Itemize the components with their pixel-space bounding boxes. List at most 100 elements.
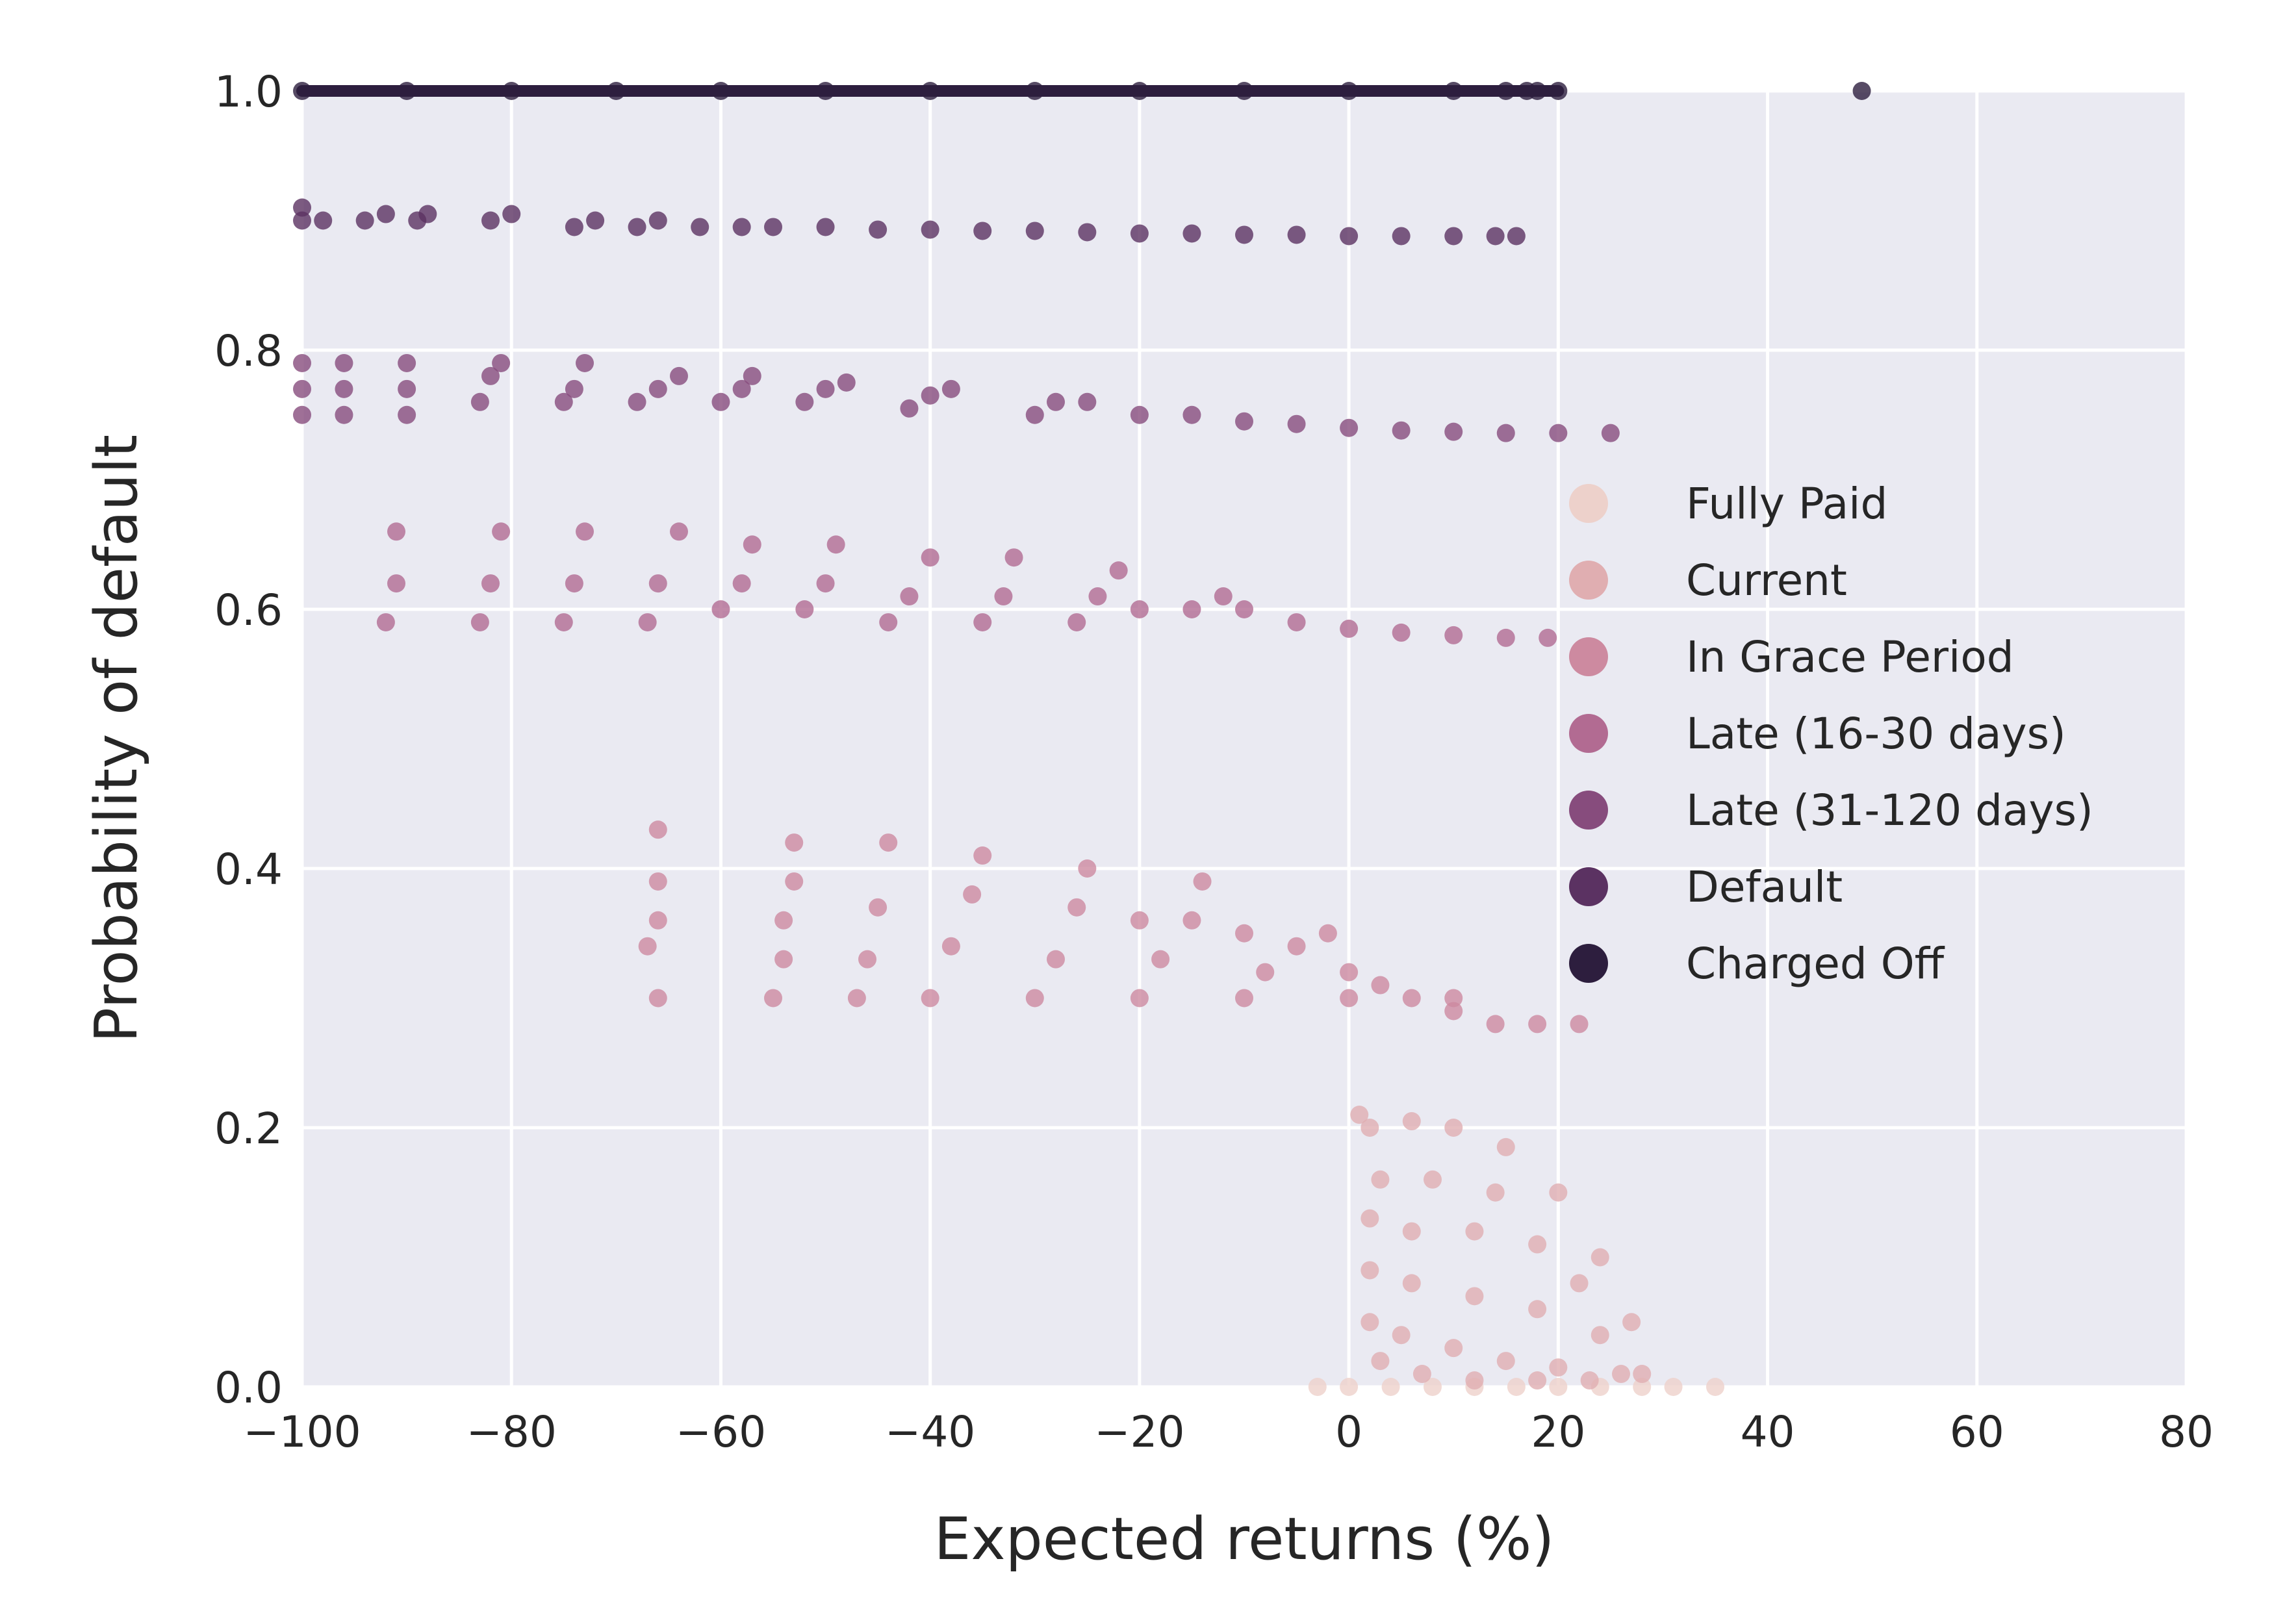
data-point — [1130, 405, 1149, 424]
data-point — [1088, 587, 1107, 606]
legend-item: Fully Paid — [1569, 479, 1887, 529]
legend: Fully Paid Current In Grace Period Late (16… — [1569, 479, 2093, 989]
data-point — [1182, 600, 1201, 618]
data-point — [1444, 1002, 1463, 1021]
data-point — [376, 205, 395, 223]
data-point — [1214, 587, 1233, 606]
data-point — [1392, 227, 1411, 246]
data-point — [1507, 1378, 1526, 1396]
data-point — [1392, 1326, 1411, 1345]
data-point — [921, 386, 939, 405]
data-point — [941, 937, 960, 956]
y-axis-label: Probability of default — [83, 435, 151, 1043]
data-point — [1528, 1235, 1547, 1254]
data-point — [921, 220, 939, 239]
data-point — [1444, 227, 1463, 246]
data-point — [816, 379, 835, 398]
data-point — [1025, 989, 1044, 1008]
data-point — [1444, 1119, 1463, 1137]
data-point — [826, 535, 845, 554]
data-point — [795, 392, 814, 411]
data-point — [355, 211, 374, 230]
data-point — [1193, 872, 1212, 891]
data-point — [1235, 412, 1253, 431]
x-tick-label: −100 — [243, 1407, 361, 1457]
data-point — [1340, 418, 1359, 437]
data-point — [1067, 898, 1086, 917]
data-point — [711, 600, 730, 618]
y-tick-labels: 0.0 0.2 0.4 0.6 0.8 1.0 — [214, 67, 283, 1413]
data-point — [648, 989, 667, 1008]
data-point — [1496, 424, 1515, 442]
data-point — [1570, 1015, 1589, 1034]
data-point — [1381, 1378, 1400, 1396]
data-point — [795, 600, 814, 618]
data-point — [1047, 392, 1065, 411]
data-point — [973, 222, 992, 240]
data-point — [691, 218, 709, 236]
data-point — [387, 522, 405, 541]
data-point — [638, 613, 657, 631]
data-point — [847, 989, 866, 1008]
data-point — [1235, 82, 1253, 100]
data-point — [481, 211, 500, 230]
data-point — [1444, 1339, 1463, 1358]
data-point — [1340, 619, 1359, 638]
data-point — [711, 392, 730, 411]
data-point — [565, 218, 583, 236]
data-point — [293, 198, 311, 217]
data-point — [1496, 1137, 1515, 1156]
legend-marker — [1569, 637, 1608, 676]
legend-label: Fully Paid — [1686, 479, 1887, 529]
data-point — [1591, 1326, 1609, 1345]
legend-item: In Grace Period — [1569, 632, 2014, 682]
data-point — [502, 205, 521, 223]
data-point — [732, 379, 751, 398]
data-point — [1612, 1365, 1630, 1384]
legend-label: Late (16-30 days) — [1686, 709, 2066, 759]
data-point — [1130, 911, 1149, 930]
data-point — [335, 405, 353, 424]
data-point — [973, 613, 992, 631]
data-point — [1549, 1378, 1568, 1396]
data-point — [648, 379, 667, 398]
legend-marker — [1569, 867, 1608, 906]
x-axis-label: Expected returns (%) — [934, 1505, 1555, 1573]
data-point — [785, 872, 804, 891]
legend-label: Late (31-120 days) — [1686, 785, 2093, 835]
data-point — [418, 205, 437, 223]
data-point — [1130, 224, 1149, 243]
legend-marker — [1569, 944, 1608, 983]
data-point — [335, 353, 353, 372]
data-point — [1078, 223, 1097, 242]
data-point — [1287, 414, 1306, 433]
legend-label: Charged Off — [1686, 939, 1945, 989]
data-point — [1601, 424, 1620, 442]
data-point — [900, 399, 919, 418]
data-point — [1109, 561, 1128, 580]
data-point — [481, 366, 500, 385]
legend-item: Default — [1569, 862, 1843, 912]
data-point — [670, 522, 688, 541]
data-point — [1235, 924, 1253, 943]
data-point — [554, 613, 573, 631]
data-point — [774, 911, 793, 930]
data-point — [1340, 227, 1359, 246]
data-point — [492, 522, 511, 541]
data-point — [1287, 613, 1306, 631]
data-point — [376, 613, 395, 631]
x-tick-label: 80 — [2159, 1407, 2214, 1457]
data-point — [1444, 422, 1463, 441]
data-point — [858, 950, 876, 969]
y-tick-label: 0.6 — [214, 585, 283, 635]
data-point — [941, 379, 960, 398]
data-point — [648, 911, 667, 930]
data-point — [1318, 924, 1337, 943]
data-point — [1361, 1261, 1379, 1280]
data-point — [1025, 82, 1044, 100]
data-point — [481, 574, 500, 593]
data-point — [398, 82, 416, 100]
data-point — [1444, 989, 1463, 1008]
data-point — [921, 548, 939, 567]
